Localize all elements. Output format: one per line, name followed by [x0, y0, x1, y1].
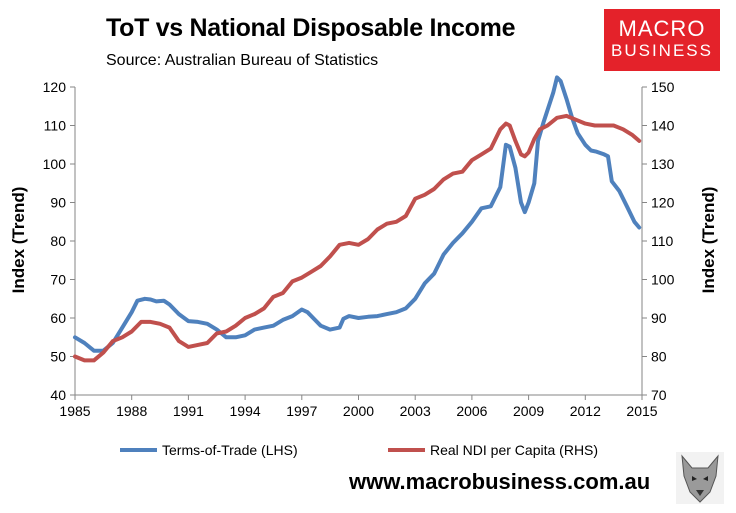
right-axis: 70 80 90 100 110 120 130 140 150	[641, 79, 675, 403]
left-tick-label: 90	[50, 195, 66, 211]
right-tick-label: 90	[651, 310, 667, 326]
x-tick-label: 1988	[116, 403, 147, 419]
series-line-real-ndi-per-capita	[73, 113, 642, 363]
left-tick-label: 70	[50, 272, 66, 288]
series-layer	[73, 75, 642, 363]
website-url: www.macrobusiness.com.au	[349, 469, 651, 494]
x-tick-label: 2003	[400, 403, 431, 419]
left-tick-label: 50	[50, 349, 66, 365]
legend-label-tot: Terms-of-Trade (LHS)	[162, 442, 298, 458]
right-tick-label: 130	[651, 156, 675, 172]
right-axis-title: Index (Trend)	[699, 187, 718, 294]
series-line-terms-of-trade	[73, 75, 642, 353]
left-tick-label: 60	[50, 310, 66, 326]
right-tick-label: 110	[651, 233, 674, 249]
chart-subtitle: Source: Australian Bureau of Statistics	[106, 52, 379, 69]
legend: Terms-of-Trade (LHS) Real NDI per Capita…	[120, 442, 598, 458]
x-tick-label: 1985	[59, 403, 90, 419]
logo-line-1: MACRO	[618, 16, 706, 41]
line-chart: 40 50 60 70 80 90 100 110 120 70 80 90 100 110 120 130…	[9, 75, 718, 458]
left-axis: 40 50 60 70 80 90 100 110 120	[43, 79, 76, 403]
x-tick-label: 2015	[626, 403, 657, 419]
left-tick-label: 110	[44, 118, 67, 134]
left-tick-label: 120	[43, 79, 67, 95]
legend-label-ndi: Real NDI per Capita (RHS)	[430, 442, 598, 458]
x-tick-label: 1991	[173, 403, 204, 419]
chart-title: ToT vs National Disposable Income	[106, 14, 516, 42]
x-tick-label: 1994	[230, 403, 261, 419]
left-axis-title: Index (Trend)	[9, 187, 28, 294]
right-tick-label: 150	[651, 79, 675, 95]
x-tick-label: 1997	[286, 403, 317, 419]
right-tick-label: 100	[651, 272, 675, 288]
x-tick-label: 2006	[456, 403, 487, 419]
wolf-icon	[676, 452, 724, 504]
left-tick-label: 40	[50, 387, 66, 403]
left-tick-label: 80	[50, 233, 66, 249]
x-axis: 1985 1988 1991 1994 1997 2000 2003 2006 2009 2012…	[59, 394, 658, 419]
right-tick-label: 120	[651, 195, 675, 211]
macrobusiness-logo: MACRO BUSINESS	[604, 9, 720, 71]
right-tick-label: 70	[651, 387, 667, 403]
logo-line-2: BUSINESS	[611, 41, 713, 60]
left-tick-label: 100	[43, 156, 67, 172]
x-tick-label: 2009	[513, 403, 544, 419]
right-tick-label: 140	[651, 118, 675, 134]
x-tick-label: 2000	[343, 403, 374, 419]
right-tick-label: 80	[651, 349, 667, 365]
x-tick-label: 2012	[570, 403, 601, 419]
